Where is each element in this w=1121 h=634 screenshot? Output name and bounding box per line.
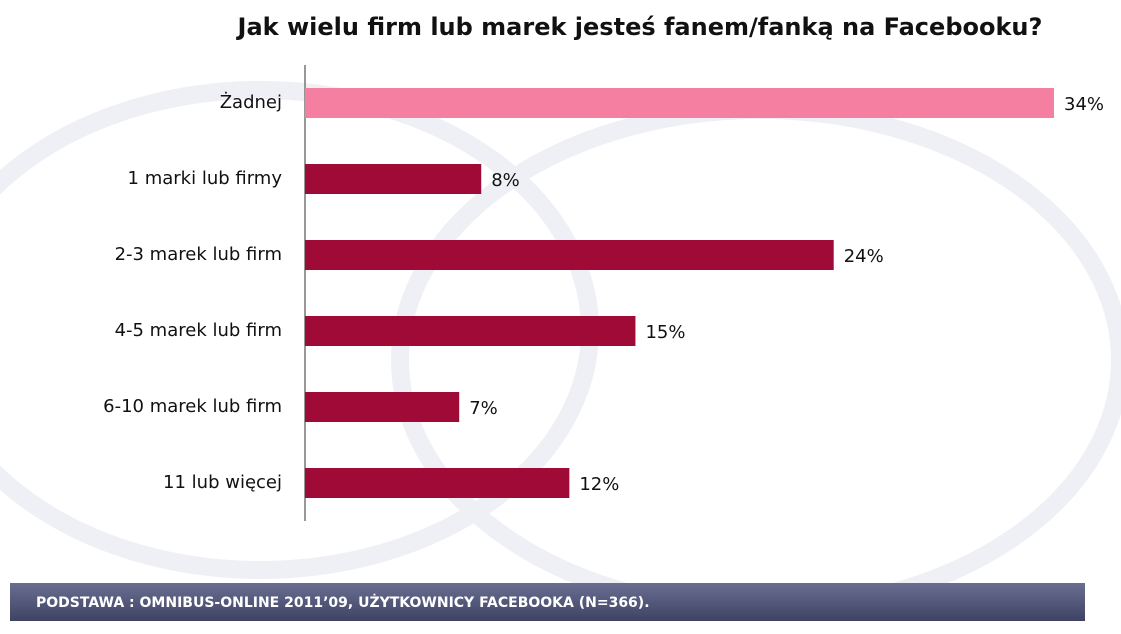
bar (305, 316, 636, 346)
bar (305, 468, 570, 498)
footnote: PODSTAWA : OMNIBUS-ONLINE 2011’09, UŻYTK… (36, 594, 650, 611)
bar (305, 164, 482, 194)
category-label: 2-3 marek lub firm (115, 244, 282, 265)
value-label: 12% (579, 474, 619, 495)
value-label: 34% (1064, 94, 1104, 115)
bar (305, 392, 460, 422)
category-label: 11 lub więcej (163, 472, 282, 493)
category-label: 6-10 marek lub firm (103, 396, 282, 417)
category-label: Żadnej (220, 92, 282, 113)
category-label: 1 marki lub firmy (128, 168, 283, 189)
bar (305, 240, 834, 270)
bar (305, 88, 1054, 118)
value-label: 7% (469, 398, 498, 419)
footer-bar (10, 583, 1085, 621)
value-label: 15% (645, 322, 685, 343)
chart-title: Jak wielu firm lub marek jesteś fanem/fa… (236, 13, 1043, 41)
category-label: 4-5 marek lub firm (115, 320, 282, 341)
value-label: 8% (491, 170, 520, 191)
value-label: 24% (844, 246, 884, 267)
